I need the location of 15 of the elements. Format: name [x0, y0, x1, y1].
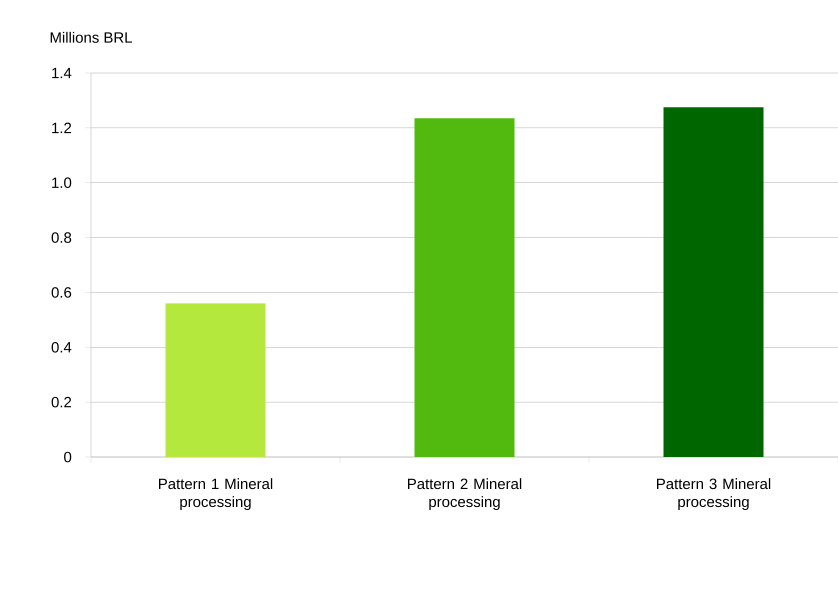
y-tick-label: 0 [64, 452, 72, 462]
y-tick-label: 0.2 [52, 396, 72, 408]
y-tick-label: 0.8 [52, 232, 72, 243]
x-tick-label: Pattern 1 Mineral processing [158, 478, 272, 510]
y-tick-label: 1.2 [52, 122, 72, 134]
y-tick-label: 1.4 [52, 68, 72, 78]
y-axis-title: Millions BRL [50, 32, 132, 43]
bar [166, 303, 266, 457]
bar [664, 107, 764, 457]
y-tick-label: 0.6 [52, 287, 72, 298]
x-tick-label: Pattern 3 Mineral processing [657, 478, 770, 510]
y-tick-label: 0.4 [52, 342, 72, 353]
bar [414, 118, 515, 457]
y-tick-label: 1.0 [52, 177, 72, 188]
x-tick-label: Pattern 2 Mineral processing [408, 478, 522, 510]
